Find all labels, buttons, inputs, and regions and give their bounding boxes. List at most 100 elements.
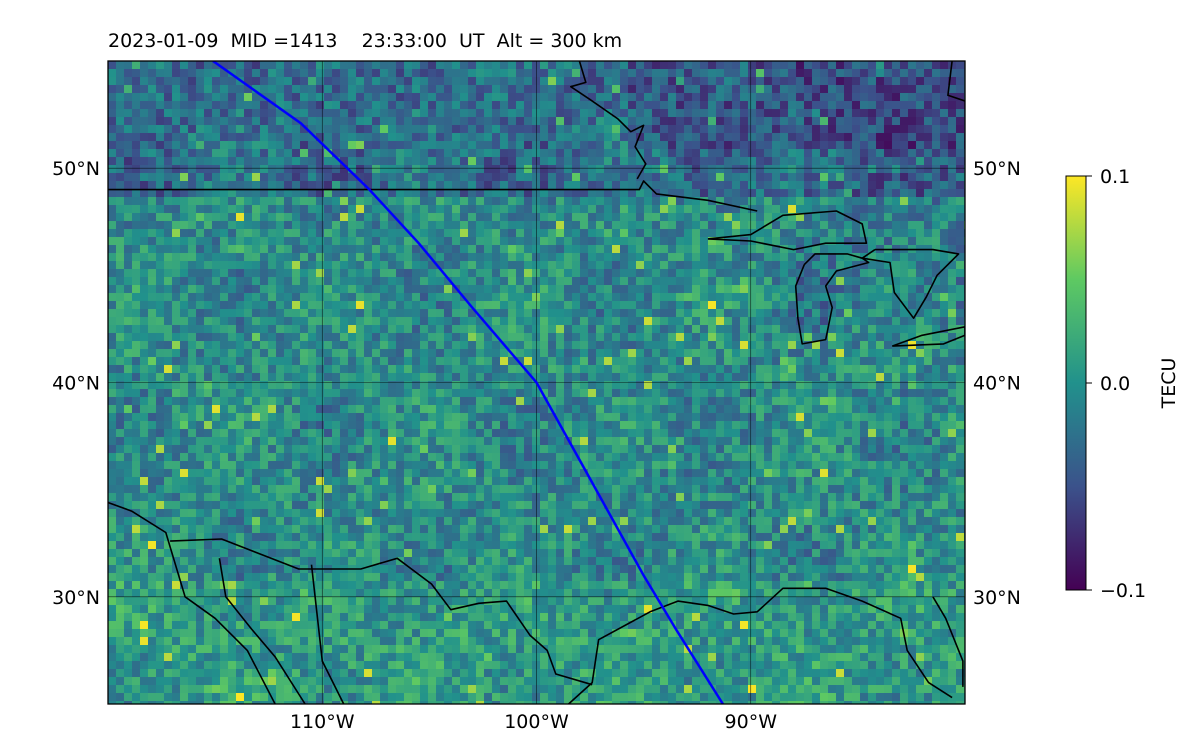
tec-cell bbox=[532, 125, 540, 133]
tec-cell bbox=[372, 197, 380, 205]
tec-cell bbox=[788, 157, 796, 165]
tec-cell bbox=[444, 309, 452, 317]
tec-cell bbox=[172, 61, 180, 69]
tec-cell bbox=[140, 237, 148, 245]
tec-cell bbox=[532, 333, 540, 341]
tec-cell bbox=[364, 397, 372, 405]
tec-cell bbox=[900, 229, 908, 237]
tec-cell bbox=[172, 389, 180, 397]
tec-cell bbox=[404, 269, 412, 277]
tec-cell bbox=[852, 181, 860, 189]
tec-cell bbox=[412, 413, 420, 421]
tec-cell bbox=[300, 245, 308, 253]
tec-cell bbox=[748, 69, 756, 77]
tec-cell bbox=[588, 165, 596, 173]
tec-cell bbox=[500, 253, 508, 261]
tec-cell bbox=[276, 429, 284, 437]
tec-cell bbox=[356, 133, 364, 141]
tec-cell bbox=[332, 61, 340, 69]
tec-cell bbox=[476, 229, 484, 237]
tec-cell bbox=[332, 101, 340, 109]
tec-cell bbox=[276, 301, 284, 309]
tec-cell bbox=[228, 293, 236, 301]
tec-cell bbox=[612, 61, 620, 69]
tec-cell bbox=[380, 349, 388, 357]
tec-cell bbox=[156, 189, 164, 197]
tec-cell bbox=[756, 421, 764, 429]
tec-cell bbox=[612, 389, 620, 397]
tec-cell bbox=[788, 373, 796, 381]
tec-cell bbox=[548, 253, 556, 261]
tec-cell bbox=[820, 253, 828, 261]
tec-cell bbox=[164, 189, 172, 197]
tec-cell bbox=[500, 285, 508, 293]
tec-cell bbox=[396, 269, 404, 277]
tec-cell bbox=[556, 341, 564, 349]
tec-cell bbox=[404, 181, 412, 189]
tec-cell bbox=[924, 117, 932, 125]
tec-cell bbox=[836, 101, 844, 109]
tec-cell bbox=[892, 373, 900, 381]
tec-cell bbox=[844, 397, 852, 405]
tec-cell bbox=[124, 133, 132, 141]
tec-cell bbox=[604, 245, 612, 253]
tec-cell bbox=[660, 133, 668, 141]
tec-cell bbox=[340, 373, 348, 381]
tec-cell bbox=[412, 61, 420, 69]
tec-cell bbox=[268, 293, 276, 301]
tec-cell bbox=[452, 381, 460, 389]
tec-cell bbox=[956, 109, 964, 117]
tec-cell bbox=[404, 381, 412, 389]
tec-cell bbox=[404, 261, 412, 269]
tec-cell bbox=[132, 389, 140, 397]
tec-cell bbox=[132, 213, 140, 221]
tec-cell bbox=[220, 301, 228, 309]
tec-cell bbox=[572, 269, 580, 277]
tec-cell bbox=[276, 317, 284, 325]
tec-cell bbox=[188, 93, 196, 101]
tec-cell bbox=[108, 61, 116, 69]
tec-cell bbox=[636, 109, 644, 117]
tec-cell bbox=[500, 69, 508, 77]
tec-cell bbox=[580, 237, 588, 245]
tec-cell bbox=[628, 325, 636, 333]
tec-cell bbox=[780, 181, 788, 189]
tec-cell bbox=[436, 149, 444, 157]
tec-cell bbox=[380, 277, 388, 285]
tec-cell bbox=[828, 285, 836, 293]
tec-cell bbox=[436, 397, 444, 405]
tec-cell bbox=[180, 69, 188, 77]
tec-cell bbox=[860, 125, 868, 133]
tec-cell bbox=[164, 413, 172, 421]
tec-cell bbox=[796, 125, 804, 133]
tec-cell bbox=[156, 157, 164, 165]
tec-cell bbox=[556, 325, 564, 333]
tec-cell bbox=[956, 237, 964, 245]
tec-cell bbox=[620, 373, 628, 381]
tec-cell bbox=[492, 325, 500, 333]
tec-cell bbox=[892, 133, 900, 141]
tec-cell bbox=[484, 245, 492, 253]
tec-cell bbox=[316, 349, 324, 357]
tec-cell bbox=[676, 221, 684, 229]
tec-cell bbox=[212, 85, 220, 93]
tec-cell bbox=[260, 397, 268, 405]
tec-cell bbox=[708, 277, 716, 285]
tec-cell bbox=[764, 69, 772, 77]
tec-cell bbox=[164, 293, 172, 301]
tec-cell bbox=[604, 189, 612, 197]
tec-cell bbox=[660, 293, 668, 301]
tec-cell bbox=[828, 93, 836, 101]
tec-cell bbox=[124, 229, 132, 237]
tec-cell bbox=[820, 293, 828, 301]
tec-cell bbox=[364, 189, 372, 197]
tec-cell bbox=[708, 93, 716, 101]
tec-cell bbox=[844, 373, 852, 381]
tec-cell bbox=[596, 93, 604, 101]
tec-cell bbox=[748, 405, 756, 413]
tec-cell bbox=[692, 317, 700, 325]
tec-cell bbox=[404, 69, 412, 77]
tec-cell bbox=[492, 69, 500, 77]
tec-cell bbox=[348, 357, 356, 365]
tec-cell bbox=[164, 141, 172, 149]
